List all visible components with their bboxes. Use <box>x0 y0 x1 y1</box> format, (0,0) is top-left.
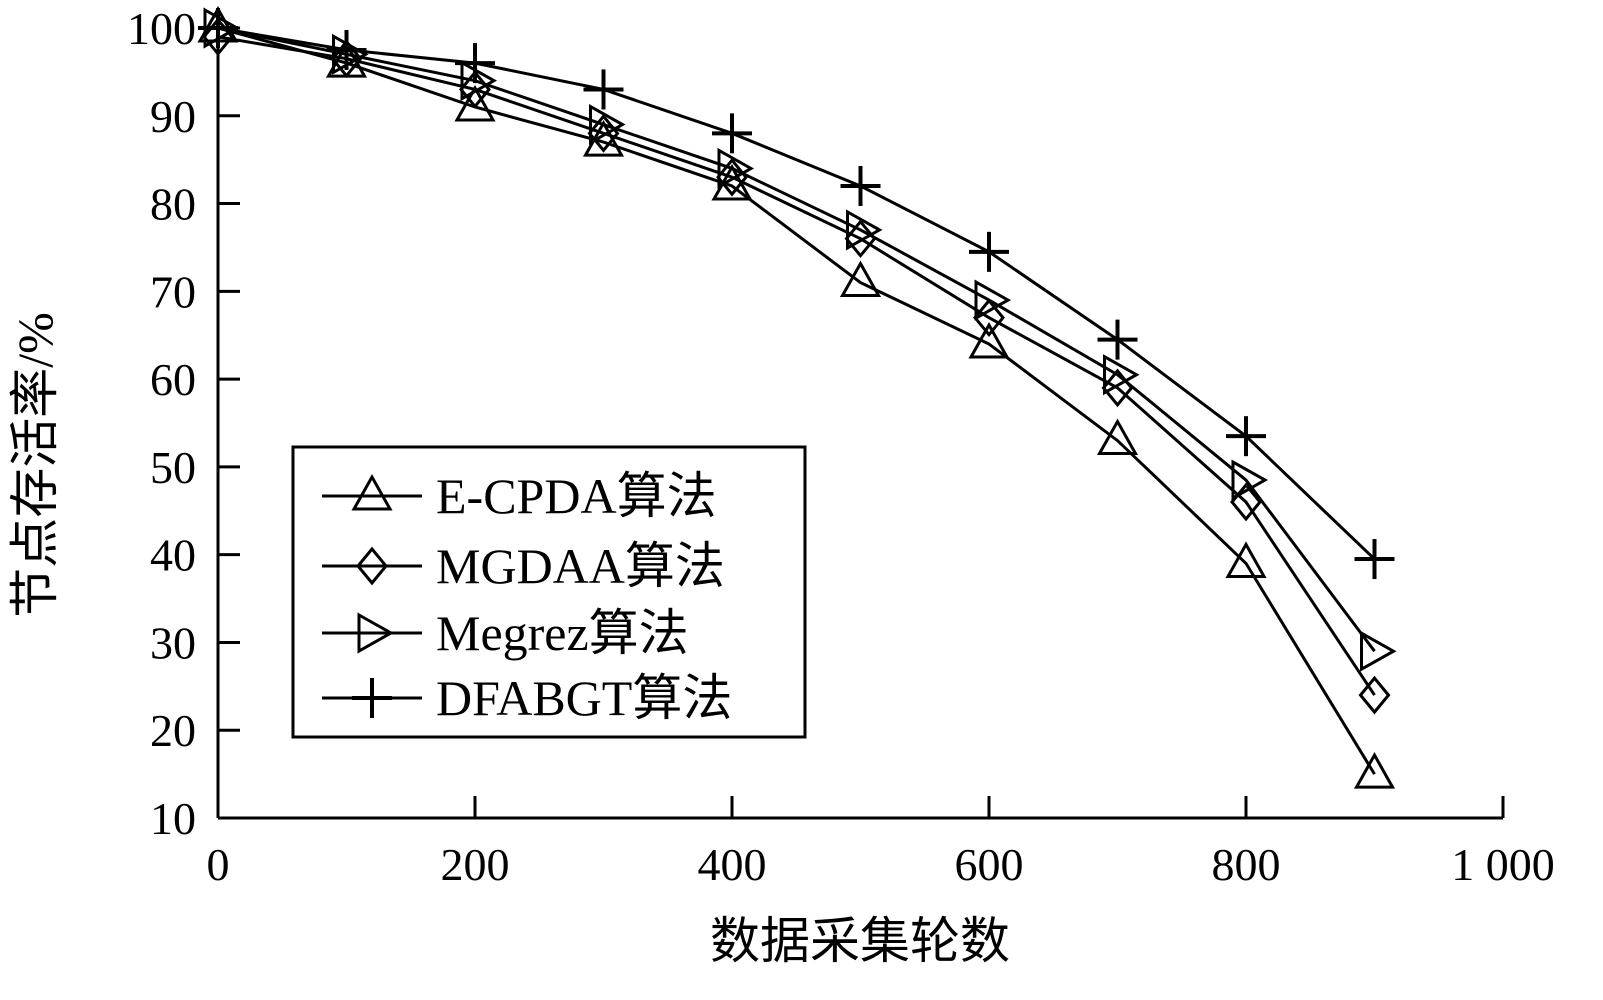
series-layer <box>197 5 1397 789</box>
series-4 <box>198 8 1395 580</box>
legend-label: DFABGT算法 <box>436 670 732 726</box>
y-tick-label: 80 <box>150 179 196 230</box>
data-point-plus <box>712 113 752 154</box>
data-point-diamond <box>1358 675 1391 715</box>
legend-label: Megrez算法 <box>436 605 689 661</box>
data-point-plus <box>198 8 238 48</box>
series-line <box>217 26 1376 561</box>
x-tick-label: 200 <box>441 839 510 890</box>
x-tick-label: 1 000 <box>1451 839 1555 890</box>
data-point-plus <box>840 166 881 206</box>
axes <box>216 28 1503 820</box>
data-point-plus <box>455 43 495 84</box>
y-tick-label: 60 <box>150 354 196 405</box>
x-tick-label: 0 <box>207 839 230 890</box>
y-tick-label: 70 <box>150 266 196 317</box>
data-point-plus <box>1097 319 1138 360</box>
y-tick-label: 30 <box>150 617 196 668</box>
data-point-triangle-right <box>717 147 755 190</box>
legend-item: DFABGT算法 <box>322 670 732 726</box>
data-point-plus <box>1354 539 1395 580</box>
series-line <box>217 26 1376 775</box>
y-axis-title: 节点存活率/% <box>7 312 63 618</box>
x-ticks: 0 200 400 600 800 1 000 <box>207 796 1555 890</box>
data-point-triangle-up <box>1096 418 1139 456</box>
data-point-triangle-right <box>460 60 498 102</box>
legend-item: E-CPDA算法 <box>322 468 717 524</box>
data-point-triangle-right <box>1103 354 1140 396</box>
data-point-plus <box>583 69 624 110</box>
legend-marker-plus <box>352 678 392 718</box>
data-point-diamond <box>973 298 1005 338</box>
legend-marker-triangle-up <box>351 473 393 511</box>
y-ticks: 10 20 30 40 50 60 70 80 90 100 <box>127 3 240 844</box>
data-point-plus <box>326 29 367 70</box>
y-tick-label: 90 <box>150 91 196 142</box>
y-tick-label: 100 <box>127 3 196 54</box>
series-line <box>217 35 1376 696</box>
data-point-triangle-right <box>589 103 626 146</box>
legend-marker-diamond <box>356 546 388 586</box>
x-tick-label: 800 <box>1212 839 1281 890</box>
data-point-triangle-up <box>839 260 882 298</box>
legend-label: E-CPDA算法 <box>436 468 717 524</box>
legend-item: MGDAA算法 <box>322 538 725 594</box>
data-point-triangle-right <box>846 209 883 251</box>
data-point-diamond <box>844 219 877 259</box>
legend: E-CPDA算法 MGDAA算法 Megrez算法 DFABGT算法 <box>291 445 807 739</box>
data-point-triangle-right <box>1231 459 1269 501</box>
legend-marker-triangle-right <box>357 612 395 654</box>
y-tick-label: 50 <box>150 442 196 493</box>
x-tick-label: 600 <box>955 839 1024 890</box>
series-line <box>217 26 1376 653</box>
y-tick-label: 20 <box>150 705 196 756</box>
x-tick-label: 400 <box>698 839 767 890</box>
data-point-triangle-right <box>332 33 369 75</box>
y-tick-label: 40 <box>150 530 196 581</box>
legend-label: MGDAA算法 <box>436 538 725 594</box>
data-point-triangle-up <box>968 321 1010 359</box>
data-point-triangle-right <box>1360 630 1397 672</box>
series-3 <box>203 7 1397 672</box>
data-point-triangle-up <box>1353 752 1396 789</box>
x-axis-title: 数据采集轮数 <box>710 913 1010 969</box>
data-point-triangle-right <box>974 279 1012 321</box>
data-point-plus <box>969 231 1009 272</box>
data-point-plus <box>1226 416 1266 457</box>
legend-item: Megrez算法 <box>322 605 689 661</box>
y-tick-label: 10 <box>150 793 196 844</box>
data-point-triangle-up <box>1225 541 1267 578</box>
data-point-triangle-up <box>454 84 496 122</box>
